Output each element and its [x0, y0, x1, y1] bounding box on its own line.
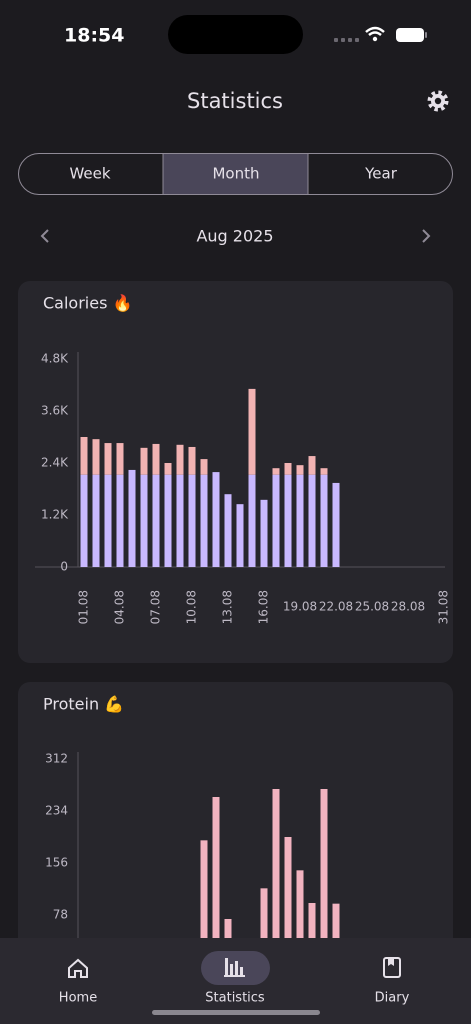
dynamic-island — [168, 15, 303, 54]
bar — [272, 474, 280, 567]
bar — [224, 494, 232, 567]
settings-button[interactable] — [427, 90, 449, 112]
x-tick-label: 13.08 — [221, 590, 235, 624]
y-tick-label: 1.2K — [41, 508, 69, 522]
battery-icon — [396, 28, 424, 42]
y-tick-label: 3.6K — [41, 404, 69, 418]
next-button[interactable] — [422, 229, 431, 243]
home-indicator — [152, 1010, 320, 1015]
bar — [320, 474, 328, 567]
tab[interactable]: Week — [69, 165, 110, 183]
signal-icon — [334, 38, 359, 42]
y-tick-label: 234 — [45, 804, 68, 818]
bar — [188, 474, 196, 567]
bar — [200, 474, 208, 567]
bar — [104, 443, 112, 475]
tab-selected-bg — [162, 153, 309, 195]
bar — [248, 388, 256, 475]
bar — [128, 469, 136, 567]
bar — [80, 474, 88, 567]
bar — [236, 504, 244, 567]
x-tick-label: 19.08 — [283, 600, 317, 614]
x-tick-label: 04.08 — [113, 590, 127, 624]
bar — [308, 456, 316, 475]
bar — [212, 797, 220, 967]
diary-icon-mark — [388, 958, 394, 966]
x-tick-label: 16.08 — [257, 590, 271, 624]
bar — [116, 443, 124, 475]
prev-button[interactable] — [40, 229, 49, 243]
nav-bar: Home Statistics Diary — [0, 938, 471, 1024]
status-time: 18:54 — [64, 25, 124, 47]
bar — [104, 474, 112, 567]
bar — [164, 474, 172, 567]
x-tick-label: 10.08 — [185, 590, 199, 624]
bar — [260, 499, 268, 567]
bar — [296, 870, 304, 967]
bar — [92, 439, 100, 475]
y-tick-label: 0 — [60, 560, 68, 574]
stats-icon — [224, 958, 245, 977]
x-tick-label: 25.08 — [355, 600, 389, 614]
bar — [212, 472, 220, 567]
tab[interactable]: Month — [212, 165, 259, 183]
bar — [248, 474, 256, 567]
bar — [140, 474, 148, 567]
bar — [320, 468, 328, 475]
bar — [296, 465, 304, 475]
card-title: Protein 💪 — [43, 695, 124, 714]
bar — [188, 446, 196, 475]
x-tick-label: 31.08 — [437, 590, 451, 624]
bar — [284, 474, 292, 567]
bar — [200, 459, 208, 475]
bar — [176, 444, 184, 475]
bar — [152, 474, 160, 567]
bar — [332, 903, 340, 967]
bar — [284, 463, 292, 475]
x-tick-label: 28.08 — [391, 600, 425, 614]
nav-item[interactable]: Diary — [375, 991, 410, 1006]
charts: 0 1.2K 2.4K 3.6K 4.8K 01.08 04.08 07.08 10.08 13.… — [35, 352, 451, 974]
chart: 0 1.2K 2.4K 3.6K 4.8K 01.08 04.08 07.08 10.08 13.… — [35, 352, 451, 624]
bar — [320, 789, 328, 967]
y-tick-label: 156 — [45, 856, 68, 870]
nav-item[interactable]: Statistics — [205, 991, 265, 1006]
y-tick-label: 312 — [45, 752, 68, 766]
tab[interactable]: Year — [364, 165, 398, 183]
y-tick-label: 78 — [53, 908, 68, 922]
bar — [260, 888, 268, 967]
bar — [152, 443, 160, 475]
bar — [308, 903, 316, 967]
header-title: Statistics — [187, 89, 283, 113]
bar — [176, 474, 184, 567]
x-tick-label: 22.08 — [319, 600, 353, 614]
bar — [92, 474, 100, 567]
nav-item[interactable]: Home — [59, 991, 97, 1006]
home-icon — [68, 958, 88, 978]
bar — [272, 468, 280, 475]
x-tick-label: 07.08 — [149, 590, 163, 624]
period-label: Aug 2025 — [196, 227, 273, 246]
bar — [284, 837, 292, 967]
card-title: Calories 🔥 — [43, 294, 132, 313]
bar — [332, 482, 340, 567]
x-tick-label: 01.08 — [77, 590, 91, 624]
y-tick-label: 2.4K — [41, 456, 69, 470]
bar — [116, 474, 124, 567]
battery-tip — [425, 32, 427, 38]
bar — [200, 840, 208, 967]
bar — [80, 437, 88, 475]
bar — [308, 474, 316, 567]
wifi-dot — [372, 36, 378, 42]
bar — [140, 447, 148, 475]
bar — [296, 474, 304, 567]
bar — [272, 789, 280, 967]
wifi-icon — [365, 26, 385, 37]
bar — [164, 463, 172, 475]
y-tick-label: 4.8K — [41, 352, 69, 366]
